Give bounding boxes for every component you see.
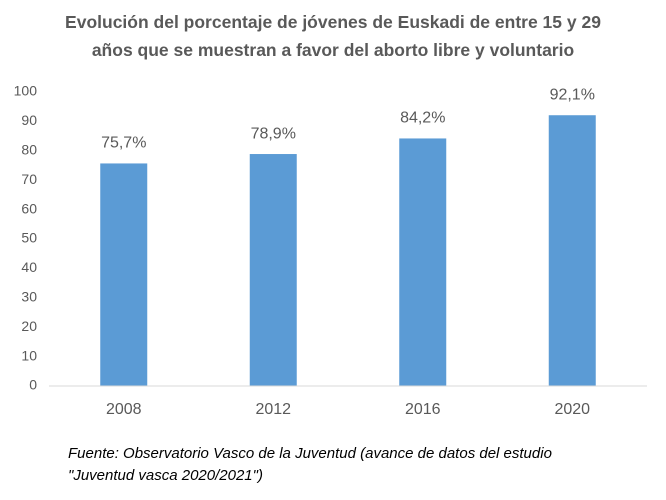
y-tick-label: 40: [21, 259, 37, 275]
x-tick-label: 2020: [554, 401, 590, 418]
bar: [100, 163, 148, 386]
y-tick-label: 60: [21, 200, 37, 216]
y-tick-label: 10: [21, 347, 37, 363]
value-label: 78,9%: [251, 125, 296, 142]
source-note: Fuente: Observatorio Vasco de la Juventu…: [68, 445, 552, 484]
y-tick-label: 20: [21, 318, 37, 334]
value-label: 75,7%: [101, 135, 146, 152]
bar: [548, 115, 596, 386]
value-label: 84,2%: [400, 110, 445, 127]
y-tick-label: 90: [21, 112, 37, 128]
value-label: 92,1%: [550, 86, 595, 103]
x-tick-label: 2016: [405, 401, 441, 418]
y-tick-label: 100: [14, 83, 38, 99]
bar: [399, 138, 447, 386]
y-tick-label: 0: [29, 377, 37, 393]
y-tick-label: 80: [21, 142, 37, 158]
chart-title: Evolución del porcentaje de jóvenes de E…: [65, 12, 601, 60]
y-tick-label: 30: [21, 289, 37, 305]
y-tick-label: 50: [21, 230, 37, 246]
x-tick-label: 2008: [106, 401, 142, 418]
x-tick-label: 2012: [255, 401, 291, 418]
y-tick-label: 70: [21, 171, 37, 187]
chart: 0 10 20 30 40 50 60 70 80 90 100 2008 75,7% 2012 78,9%…: [14, 83, 647, 418]
bar: [249, 154, 297, 386]
